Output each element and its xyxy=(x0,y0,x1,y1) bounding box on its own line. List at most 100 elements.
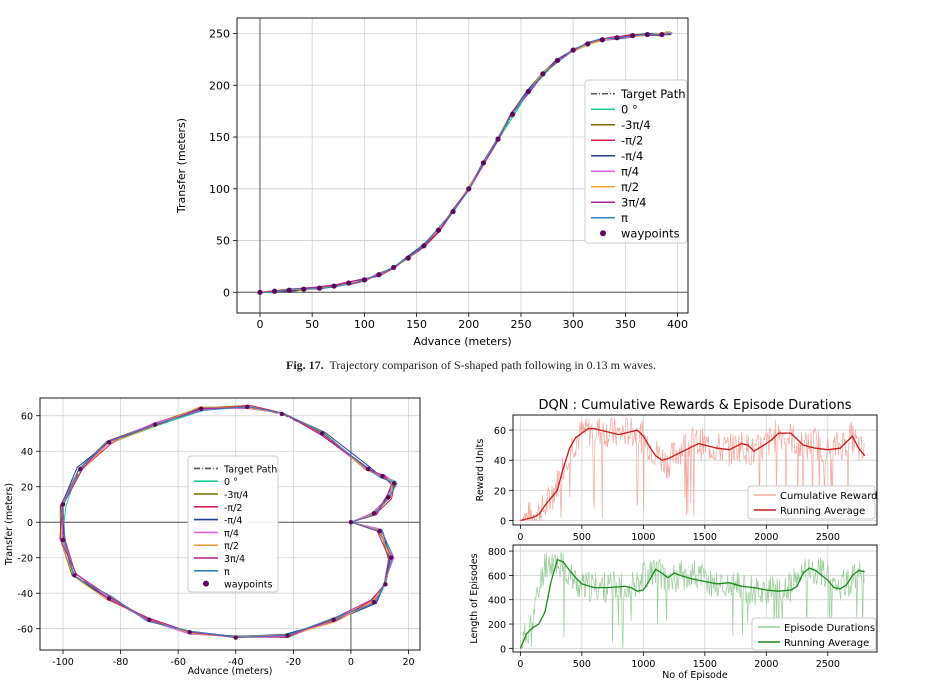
waypoint xyxy=(60,537,66,543)
chart-dqn-rewards: 0 500 1000 1500 2000 2500 0 20 40 60 Reward Units D… xyxy=(475,398,878,543)
x-tick-label: 2500 xyxy=(816,532,840,543)
legend-label: -π/4 xyxy=(224,516,242,527)
legend-label: waypoints xyxy=(224,580,272,591)
waypoint xyxy=(554,57,561,64)
caption-label: Fig. 17 xyxy=(286,358,321,372)
legend-label: π xyxy=(224,567,230,578)
waypoint xyxy=(599,37,605,43)
legend: Target Path 0 ° -3π/4 -π/2 -π/4π/4 π/2 3π/4 π wa… xyxy=(187,455,279,593)
legend-label: 3π/4 xyxy=(224,554,245,565)
x-axis-label: Advance (meters) xyxy=(188,666,273,677)
x-tick-label: 1500 xyxy=(693,532,717,543)
x-axis-label: No of Episode xyxy=(662,670,728,681)
chart-s-path: 0 50 100 150 200 250 300 350 400 0 50 100 150 200 250 A… xyxy=(175,17,689,348)
waypoint xyxy=(510,111,516,117)
legend-marker xyxy=(203,580,209,587)
x-tick-label: 2000 xyxy=(754,659,778,670)
legend-label: -π/4 xyxy=(621,149,643,163)
waypoint xyxy=(525,88,531,95)
waypoint xyxy=(390,264,397,271)
x-tick-label: 500 xyxy=(573,532,591,543)
legend-label: Running Average xyxy=(784,638,869,649)
y-tick-label: 800 xyxy=(488,547,506,558)
waypoint xyxy=(383,582,388,587)
waypoint xyxy=(659,31,665,38)
waypoint xyxy=(245,404,250,410)
legend-label: 3π/4 xyxy=(621,195,646,209)
y-tick-label: -60 xyxy=(17,625,33,636)
legend-label: Target Path xyxy=(223,464,277,475)
y-tick-label: 0 xyxy=(27,518,33,529)
figure-caption: Fig. 17. Trajectory comparison of S-shap… xyxy=(0,358,942,373)
y-tick-label: 100 xyxy=(209,183,230,196)
legend-label: -3π/4 xyxy=(224,490,248,501)
x-tick-label: -60 xyxy=(170,657,186,668)
waypoint xyxy=(346,280,352,286)
waypoint xyxy=(386,495,391,500)
waypoint xyxy=(106,440,112,445)
y-tick-label: 150 xyxy=(209,131,230,144)
y-tick-label: 60 xyxy=(494,426,506,437)
waypoint xyxy=(331,617,336,623)
waypoint xyxy=(271,288,278,294)
x-tick-label: 1000 xyxy=(631,659,655,670)
y-axis-label: Transfer (meters) xyxy=(4,483,15,566)
y-tick-label: 60 xyxy=(21,412,33,423)
y-tick-label: 200 xyxy=(488,620,506,631)
y-tick-label: -40 xyxy=(17,589,33,600)
waypoint xyxy=(365,466,371,472)
legend-label: π/4 xyxy=(224,528,239,539)
waypoint xyxy=(331,283,337,289)
legend-label: waypoints xyxy=(621,226,680,240)
legend-label: Target Path xyxy=(620,87,686,101)
waypoint xyxy=(480,160,486,166)
waypoint xyxy=(371,599,377,605)
y-tick-label: 250 xyxy=(209,28,230,41)
chart-title: DQN : Cumulative Rewards & Episode Durat… xyxy=(539,398,852,413)
waypoint xyxy=(450,208,456,215)
y-tick-label: 40 xyxy=(494,456,506,467)
x-tick-label: 0 xyxy=(348,657,354,668)
chart-circle-path: -100 -80 -60 -40 -20 0 20 -60 -40 -20 0 20 40 60 Advan… xyxy=(4,397,421,677)
waypoint xyxy=(377,528,382,534)
y-tick-label: 20 xyxy=(494,486,506,497)
waypoint xyxy=(540,71,546,77)
legend-label: Running Average xyxy=(780,506,865,517)
waypoint xyxy=(279,411,285,417)
waypoint xyxy=(60,502,66,507)
waypoint xyxy=(199,406,204,411)
legend: Episode Durations Running Average xyxy=(751,617,877,651)
legend-marker xyxy=(600,230,606,237)
x-tick-label: 350 xyxy=(615,318,636,331)
plot-frame xyxy=(236,17,689,314)
x-tick-label: -20 xyxy=(286,657,302,668)
waypoint xyxy=(614,35,620,41)
x-tick-label: 200 xyxy=(458,318,479,331)
waypoint xyxy=(371,511,377,516)
legend-label: Cumulative Reward xyxy=(780,491,878,502)
waypoint xyxy=(319,431,325,436)
x-axis-label: Advance (meters) xyxy=(413,335,511,348)
waypoint xyxy=(391,480,397,486)
durations-running-average-line xyxy=(519,558,865,649)
x-tick-label: 0 xyxy=(256,318,263,331)
x-tick-label: 250 xyxy=(510,318,531,331)
y-tick-label: 0 xyxy=(223,286,230,299)
x-tick-label: 1500 xyxy=(693,659,717,670)
waypoint xyxy=(421,243,427,249)
waypoint xyxy=(495,136,501,142)
legend-label: π/2 xyxy=(224,541,239,552)
chart-dqn-durations: 0 500 1000 1500 2000 2500 0 200 400 600 800 No of E… xyxy=(469,544,878,681)
x-tick-label: 50 xyxy=(305,318,319,331)
x-tick-label: 2000 xyxy=(754,532,778,543)
x-tick-label: 0 xyxy=(517,532,523,543)
plot-frame xyxy=(512,414,878,526)
waypoint xyxy=(152,422,158,427)
y-axis-label: Length of Episodes xyxy=(469,553,480,643)
x-tick-label: 400 xyxy=(667,318,688,331)
caption-text: Trajectory comparison of S-shaped path f… xyxy=(329,358,656,372)
legend-box xyxy=(751,617,877,651)
y-tick-label: 0 xyxy=(500,516,506,527)
y-axis-label: Transfer (meters) xyxy=(175,118,188,214)
legend: Cumulative Reward Running Average xyxy=(747,485,878,520)
